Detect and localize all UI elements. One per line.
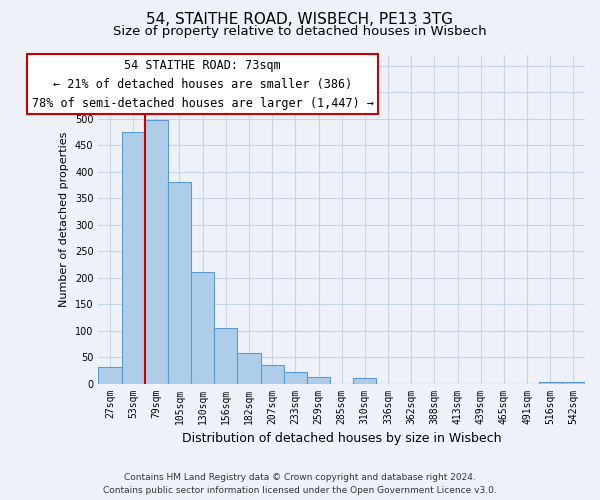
Bar <box>98 366 122 384</box>
Bar <box>353 378 376 384</box>
Bar <box>307 377 330 384</box>
Bar <box>122 132 145 384</box>
Bar <box>562 382 585 384</box>
Bar <box>260 365 284 384</box>
Bar <box>539 382 562 384</box>
Text: 54, STAITHE ROAD, WISBECH, PE13 3TG: 54, STAITHE ROAD, WISBECH, PE13 3TG <box>146 12 454 28</box>
Bar <box>145 120 168 384</box>
Bar <box>191 272 214 384</box>
Bar <box>168 182 191 384</box>
Y-axis label: Number of detached properties: Number of detached properties <box>59 132 70 307</box>
Bar <box>214 328 238 384</box>
Text: Contains HM Land Registry data © Crown copyright and database right 2024.
Contai: Contains HM Land Registry data © Crown c… <box>103 473 497 495</box>
Text: 54 STAITHE ROAD: 73sqm
← 21% of detached houses are smaller (386)
78% of semi-de: 54 STAITHE ROAD: 73sqm ← 21% of detached… <box>32 58 374 110</box>
Bar <box>284 372 307 384</box>
Bar <box>238 354 260 384</box>
X-axis label: Distribution of detached houses by size in Wisbech: Distribution of detached houses by size … <box>182 432 502 445</box>
Text: Size of property relative to detached houses in Wisbech: Size of property relative to detached ho… <box>113 25 487 38</box>
